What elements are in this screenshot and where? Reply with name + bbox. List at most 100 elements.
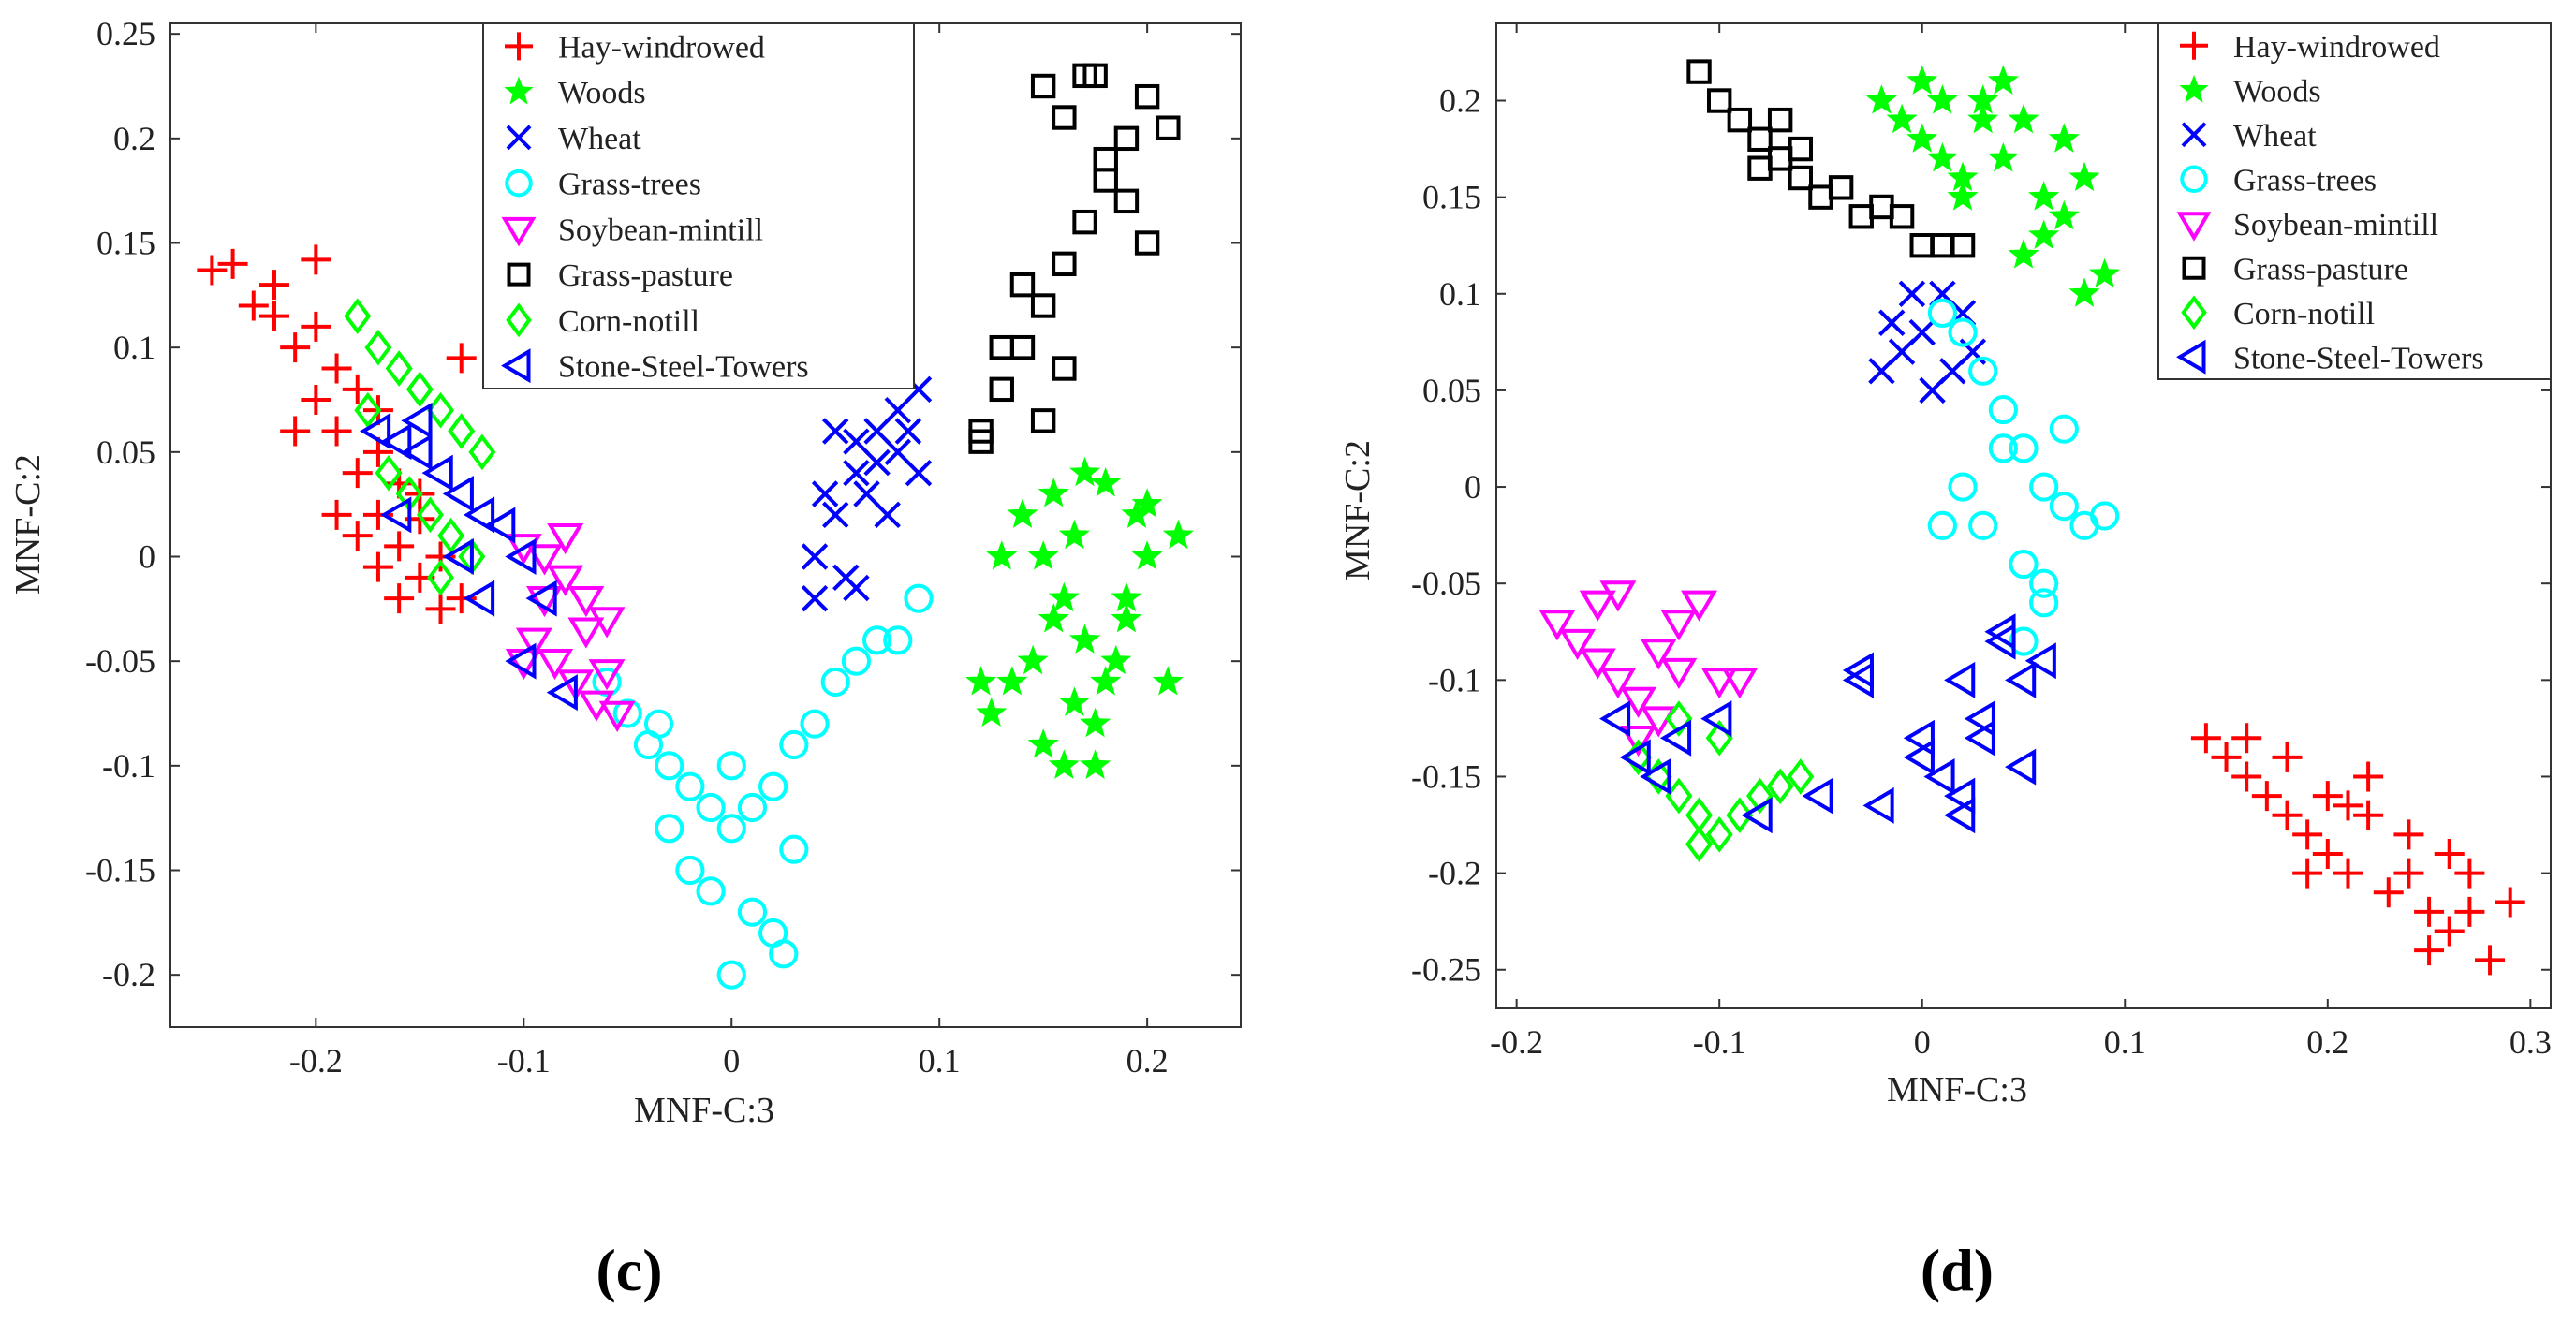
x-tick-label: 0.3 (2510, 1023, 2552, 1061)
data-point (800, 709, 830, 739)
data-point (612, 698, 642, 728)
y-tick-label: -0.15 (1411, 757, 1481, 795)
data-point (863, 418, 891, 445)
y-tick-label: -0.05 (85, 642, 155, 680)
data-point (1082, 63, 1108, 89)
data-point (1898, 280, 1926, 307)
data-point (484, 507, 516, 544)
data-point (769, 939, 799, 969)
data-point (1134, 230, 1160, 256)
data-point (380, 496, 412, 534)
data-point (1640, 639, 1677, 670)
legend-marker (2176, 339, 2206, 375)
data-point (359, 413, 391, 449)
series-grass-trees (592, 583, 934, 990)
data-point (1889, 204, 1915, 229)
data-point (301, 244, 331, 275)
data-point (468, 433, 496, 471)
data-point (716, 814, 746, 844)
x-tick-label: 0.2 (1126, 1042, 1169, 1080)
data-point (344, 298, 372, 335)
data-point (737, 792, 768, 823)
data-point (1988, 433, 2018, 463)
data-point (1948, 317, 1978, 347)
y-tick-label: -0.2 (1428, 855, 1481, 892)
y-tick-label: 0.05 (1422, 372, 1481, 409)
data-point (525, 544, 563, 576)
data-point (904, 583, 934, 613)
data-point (716, 960, 746, 990)
x-tick-label: 0 (1914, 1023, 1931, 1061)
data-point (2434, 916, 2465, 947)
data-point (1908, 318, 1936, 346)
data-point (362, 551, 393, 582)
series-grass-trees (1927, 298, 2120, 656)
data-point (463, 580, 495, 617)
data-point (401, 433, 433, 471)
data-point (894, 418, 922, 445)
chart-panel-c: -0.2 -0.1 0 0.1 0.2 -0.2 -0.15 -0.1 -0.05 0 0.05 0.… (8, 15, 1242, 1130)
data-point (546, 674, 578, 712)
legend-label: Corn-notill (2233, 297, 2375, 331)
data-point (2009, 626, 2039, 656)
data-point (2272, 742, 2303, 772)
data-point (425, 541, 456, 572)
data-point (197, 255, 228, 286)
data-point (1700, 668, 1738, 699)
data-point (2008, 103, 2039, 134)
data-point (1927, 298, 1957, 329)
data-point (976, 697, 1008, 727)
data-point (1538, 610, 1576, 641)
data-point (217, 248, 248, 279)
series-woods (1865, 65, 2121, 307)
series-wheat (801, 375, 933, 612)
legend-marker (507, 262, 531, 286)
data-point (1721, 668, 1759, 699)
data-point (696, 792, 726, 823)
data-point (1131, 488, 1163, 518)
data-point (321, 416, 352, 447)
data-point (1660, 610, 1698, 641)
y-tick-label: 0.1 (1439, 275, 1481, 313)
data-point (1681, 590, 1718, 622)
data-point (853, 480, 880, 507)
data-point (301, 385, 331, 415)
data-point (1686, 59, 1712, 84)
data-point (1027, 728, 1059, 758)
caption-c: (c) (596, 1237, 663, 1303)
chart-panel-d: -0.2 -0.1 0 0.1 0.2 0.3-0.25-0.2-0.15-0.1-0.0… (1338, 22, 2552, 1109)
legend-marker (501, 216, 537, 247)
y-axis-label: MNF-C:2 (1338, 440, 1377, 580)
data-point (515, 627, 552, 659)
data-point (1100, 644, 1132, 675)
data-point (1906, 65, 1938, 95)
data-point (2353, 761, 2384, 792)
data-point (1947, 181, 1979, 211)
data-point (547, 565, 584, 596)
legend-marker (506, 125, 532, 151)
legend: Hay-windrowed Woods Wheat Grass-trees Soybea… (2157, 22, 2552, 380)
legend-label: Wheat (2233, 119, 2317, 154)
data-point (1926, 84, 1958, 114)
y-tick-label: 0 (1465, 468, 1481, 506)
data-point (547, 522, 584, 555)
data-point (1903, 739, 1935, 776)
data-point (1659, 719, 1692, 757)
data-point (2005, 661, 2037, 698)
y-tick-label: 0.2 (1439, 82, 1481, 120)
data-point (2211, 742, 2242, 772)
data-point (821, 418, 849, 445)
data-point (2009, 549, 2039, 580)
data-point (1017, 644, 1049, 675)
legend-marker (2179, 74, 2209, 103)
data-point (1903, 719, 1935, 757)
data-point (758, 771, 788, 801)
data-point (884, 396, 912, 424)
legend-label: Grass-pasture (2233, 252, 2408, 286)
data-point (1746, 777, 1774, 815)
data-point (1944, 777, 1976, 815)
series-soybean-mintill (1538, 580, 1759, 757)
legend-marker (505, 32, 533, 61)
data-point (2312, 838, 2343, 869)
